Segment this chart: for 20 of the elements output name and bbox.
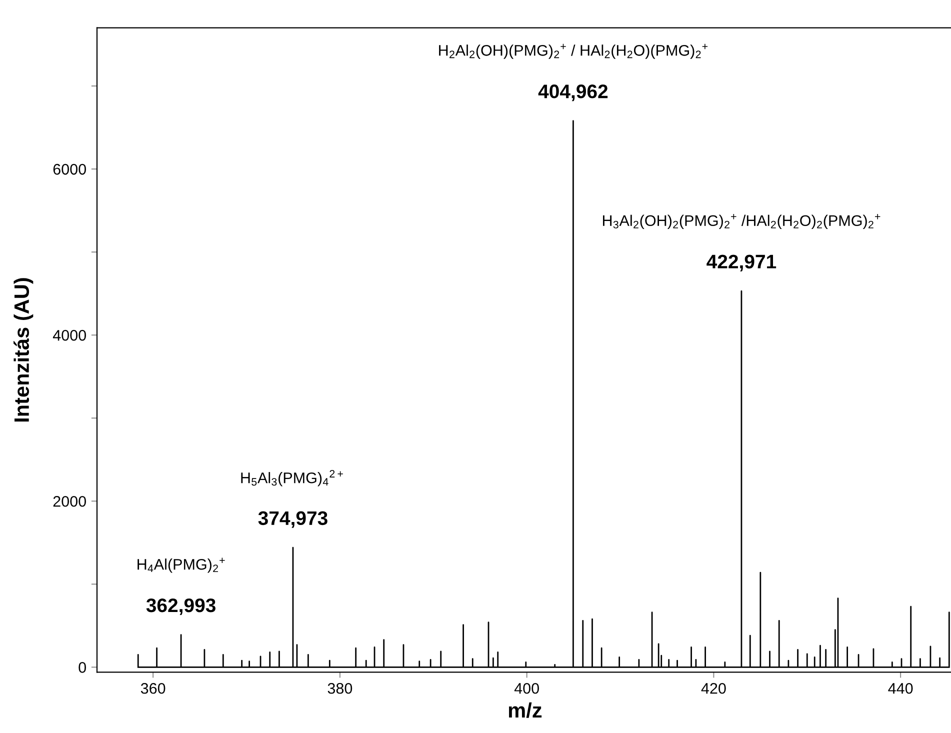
x-tick-label: 360 <box>140 682 166 694</box>
x-tick-label: 380 <box>328 682 352 694</box>
annotation: 362,993 <box>146 598 216 616</box>
y-tick-label: 2000 <box>53 496 86 507</box>
text: H$_{3}$Al$_{2}$(OH)$_{2}$(PMG)$_{2}$$^{+}$ /HAl$_{2}$(H$_{2}$O)$_{2}$(PMG)$_{2}$$^{+}$ <box>602 214 880 230</box>
y-tick-label: 0 <box>78 662 86 673</box>
annotation: 374,973 <box>258 511 328 528</box>
line-series <box>137 120 950 668</box>
y-axis-title: Intenzitás (AU) <box>14 278 34 422</box>
x-axis-title: m/z <box>508 702 542 718</box>
annotation: H$_{4}$Al(PMG)$_{2}$$^{+}$ <box>138 558 225 573</box>
annotation: H$_{5}$Al$_{3}$(PMG)$_{4}$$^{2+}$ <box>241 470 343 486</box>
x-tick-label: 440 <box>888 682 913 694</box>
annotation: 404,962 <box>538 84 608 102</box>
annotation: 422,971 <box>706 254 776 272</box>
text: H$_{2}$Al$_{2}$(OH)(PMG)$_{2}$$^{+}$ / HAl$_{2}$(H$_{2}$O)(PMG)$_{2}$$^{+}$ <box>439 44 708 59</box>
y-tick-label: 6000 <box>53 164 86 175</box>
y-tick-label: 4000 <box>52 330 86 341</box>
x-tick-label: 420 <box>701 682 726 694</box>
x-tick-label: 400 <box>514 682 539 694</box>
